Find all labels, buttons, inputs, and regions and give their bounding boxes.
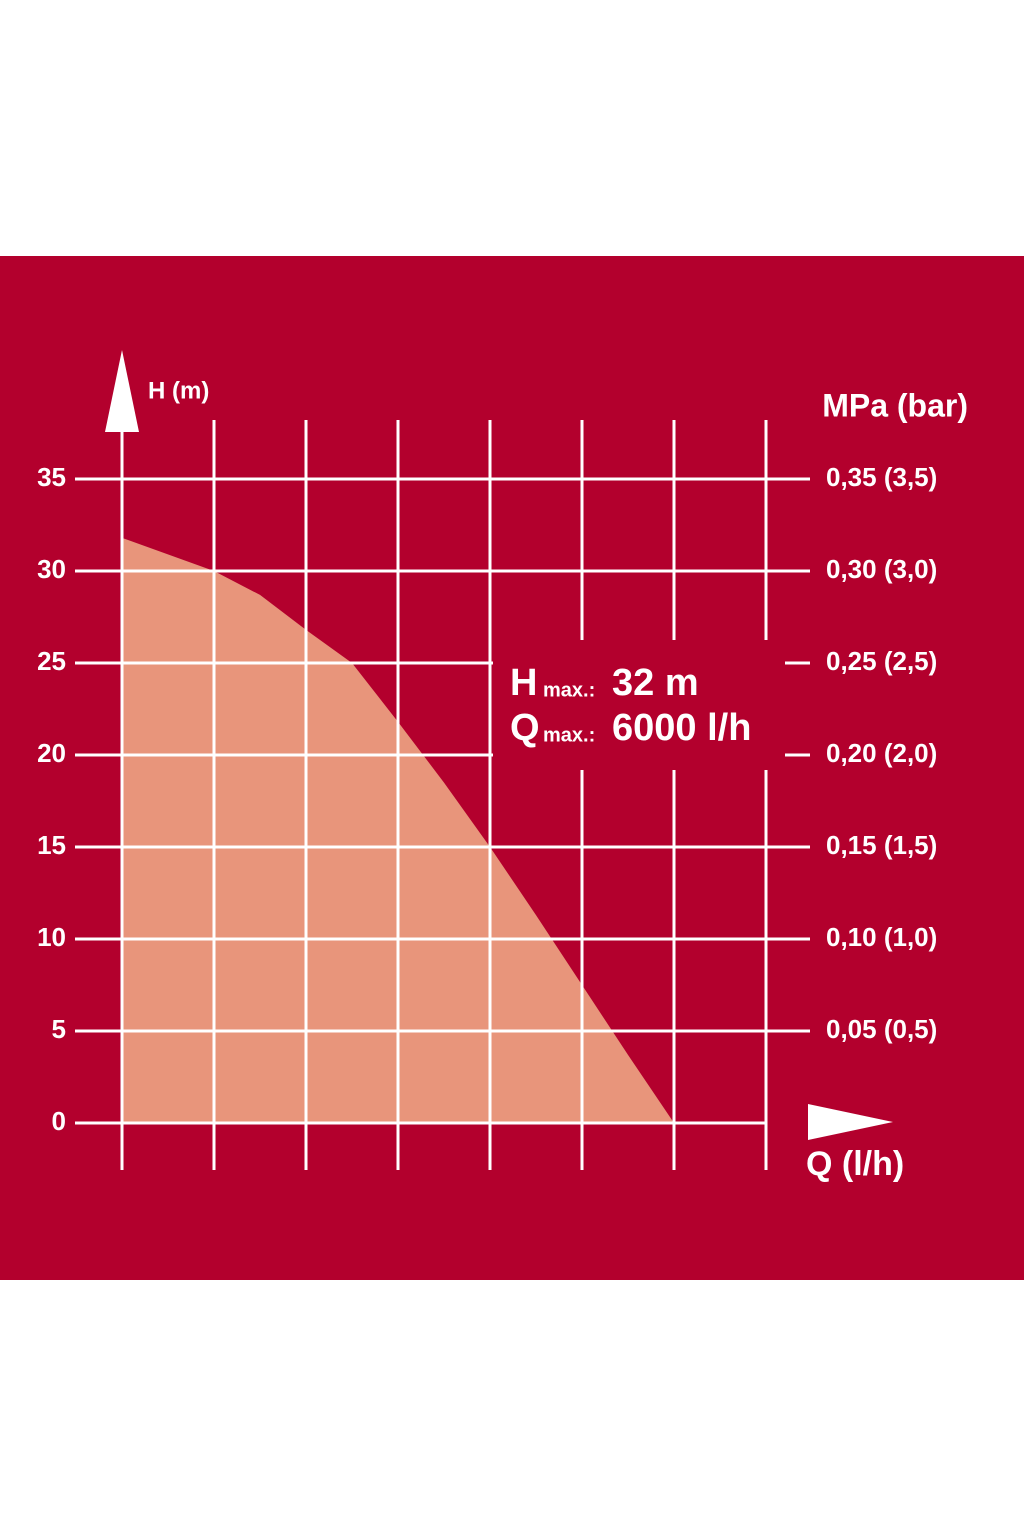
plot: 0 5 10 15 20 25 30 35 0,05 (0,5) 0,10 (1,0) 0,15 (… xyxy=(37,350,937,1170)
y-tick-label: 25 xyxy=(37,646,66,676)
annotation-text: 32 m xyxy=(612,662,699,704)
y2-tick-label: 0,05 (0,5) xyxy=(826,1014,937,1044)
y-tick-label: 10 xyxy=(37,922,66,952)
y-tick-label: 5 xyxy=(52,1014,66,1044)
y2-tick-label: 0,10 (1,0) xyxy=(826,922,937,952)
y2-tick-label: 0,25 (2,5) xyxy=(826,646,937,676)
x-arrow xyxy=(808,1104,893,1140)
y-tick-label: 30 xyxy=(37,554,66,584)
y-tick-label: 0 xyxy=(52,1106,66,1136)
annotation-box xyxy=(493,640,785,770)
annotation-text: 6000 l/h xyxy=(612,707,751,749)
y-axis-label: H (m) xyxy=(148,377,209,404)
y-arrow xyxy=(105,350,139,432)
y2-tick-label: 0,30 (3,0) xyxy=(826,554,937,584)
y-tick-label: 15 xyxy=(37,830,66,860)
x-axis-label: Q (l/h) xyxy=(806,1145,904,1183)
annotation-symbol: Q xyxy=(510,707,540,749)
y2-axis-label: MPa (bar) xyxy=(822,387,968,423)
y2-tick-label: 0,20 (2,0) xyxy=(826,738,937,768)
y-tick-label: 35 xyxy=(37,462,66,492)
y2-tick-label: 0,35 (3,5) xyxy=(826,462,937,492)
y2-tick-label: 0,15 (1,5) xyxy=(826,830,937,860)
y-tick-label: 20 xyxy=(37,738,66,768)
annotation-sub: max.: xyxy=(543,724,595,746)
annotation-sub: max.: xyxy=(543,679,595,701)
annotation-symbol: H xyxy=(510,662,537,704)
